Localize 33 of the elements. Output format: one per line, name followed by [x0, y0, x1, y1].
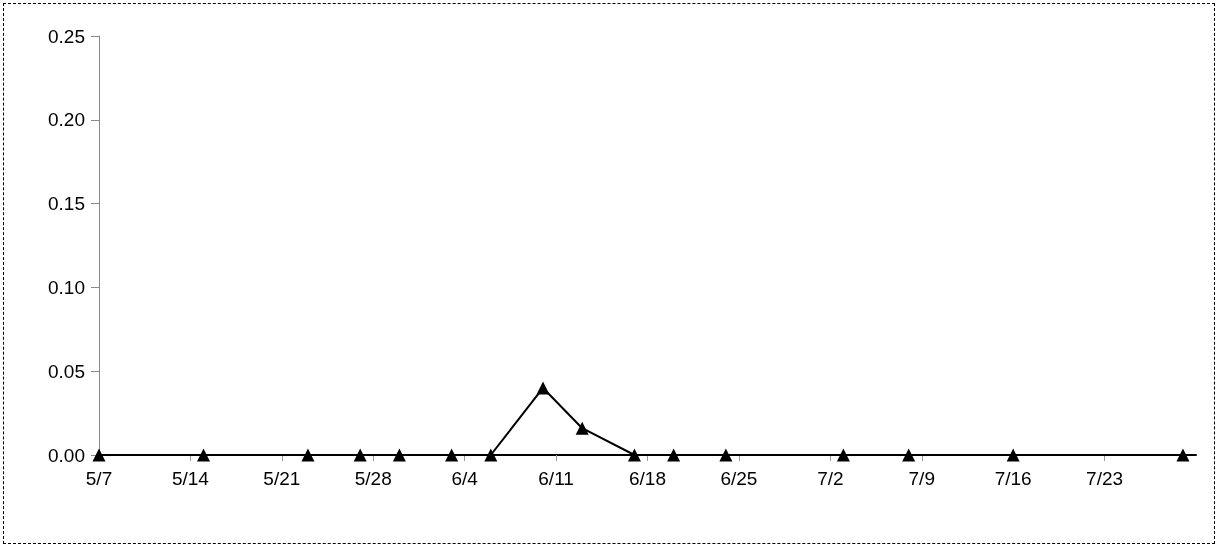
x-tick-label: 6/18	[629, 468, 666, 489]
y-tick-label: 0.10	[48, 276, 85, 298]
point	[353, 448, 367, 462]
x-tick-label: 7/9	[908, 468, 935, 489]
y-tick-label: 0.00	[48, 444, 85, 466]
point	[392, 448, 406, 462]
x-tick-label: 5/14	[171, 468, 210, 489]
point	[719, 448, 733, 462]
x-tick-label: 6/25	[720, 468, 758, 489]
point	[627, 448, 641, 462]
point	[1176, 448, 1190, 462]
point	[301, 448, 315, 462]
point	[196, 448, 210, 462]
x-tick-label: 5/28	[354, 468, 392, 489]
x-tick-label: 5/21	[263, 468, 301, 489]
x-tick-label: 7/23	[1086, 468, 1124, 489]
point	[536, 381, 550, 395]
y-tick-label: 0.25	[48, 25, 85, 47]
x-tick-label: 6/11	[538, 468, 574, 489]
y-tick-label: 0.15	[48, 193, 85, 215]
point	[902, 448, 916, 462]
point	[445, 448, 459, 462]
x-tick-label: 7/16	[994, 468, 1032, 489]
x-tick-label: 7/2	[817, 468, 844, 489]
point	[1006, 448, 1020, 462]
point	[575, 421, 589, 435]
point	[484, 448, 498, 462]
x-tick-label: 6/4	[451, 468, 479, 489]
y-tick-label: 0.20	[48, 109, 85, 131]
point	[667, 448, 681, 462]
y-tick-label: 0.05	[48, 360, 85, 382]
point	[836, 448, 850, 462]
x-tick-label: 5/7	[85, 468, 113, 489]
